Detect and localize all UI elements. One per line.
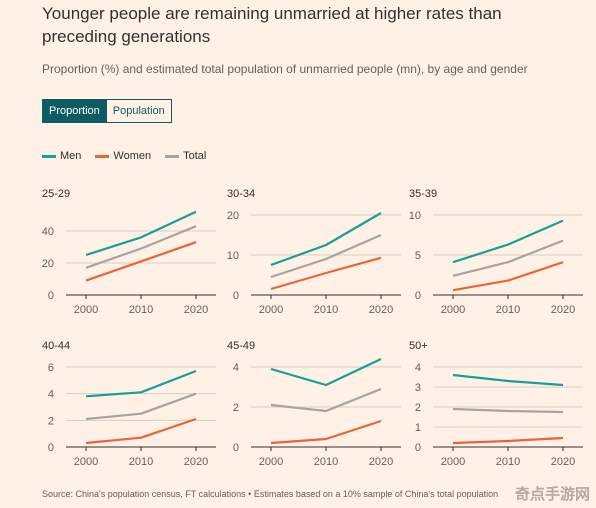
- series-line-total-40-44: [85, 392, 197, 421]
- x-tick-label: 2000: [74, 456, 98, 468]
- legend-item-men: Men: [42, 150, 81, 162]
- chart-title: Younger people are remaining unmarried a…: [42, 4, 502, 46]
- y-tick-label: 4: [48, 389, 54, 401]
- legend-item-women: Women: [95, 150, 151, 162]
- series-line-total-50: [452, 407, 564, 414]
- x-tick-label: 2000: [74, 304, 98, 316]
- panel-title-45-49: 45-49: [227, 340, 255, 352]
- y-tick-label: 0: [233, 290, 239, 302]
- y-tick-label: 2: [415, 402, 421, 414]
- y-tick-label: 0: [48, 290, 54, 302]
- x-tick-label: 2000: [259, 456, 283, 468]
- x-tick-label: 2020: [184, 304, 208, 316]
- legend-swatch-women: [95, 154, 110, 158]
- y-tick-label: 20: [42, 258, 54, 270]
- legend-swatch-total: [165, 154, 180, 158]
- y-tick-label: 40: [42, 226, 54, 238]
- panel-title-40-44: 40-44: [42, 340, 70, 352]
- y-tick-label: 0: [233, 442, 239, 454]
- y-tick-label: 4: [415, 362, 421, 374]
- y-tick-label: 1: [415, 422, 421, 434]
- x-tick-label: 2010: [129, 456, 153, 468]
- x-tick-label: 2010: [314, 456, 338, 468]
- y-tick-label: 5: [415, 250, 421, 262]
- population-button[interactable]: Population: [106, 99, 172, 123]
- series-line-women-35-39: [452, 261, 564, 292]
- y-tick-label: 0: [415, 290, 421, 302]
- series-line-men-45-49: [270, 358, 382, 387]
- x-tick-label: 2020: [551, 304, 575, 316]
- x-tick-label: 2000: [259, 304, 283, 316]
- series-line-total-25-29: [85, 225, 197, 269]
- series-line-men-30-34: [270, 212, 382, 267]
- legend-label-total: Total: [183, 150, 207, 162]
- source-footer: Source: China's population census, FT ca…: [42, 489, 499, 499]
- panel-title-35-39: 35-39: [409, 188, 437, 200]
- watermark-logo: 奇点手游网: [514, 486, 590, 503]
- series-line-women-50: [452, 436, 564, 445]
- y-tick-label: 2: [233, 402, 239, 414]
- series-line-women-25-29: [85, 241, 197, 282]
- legend-label-women: Women: [113, 150, 152, 162]
- series-line-men-40-44: [85, 369, 197, 398]
- legend-label-men: Men: [60, 150, 82, 162]
- x-tick-label: 2020: [369, 304, 393, 316]
- view-toggle: Proportion Population: [42, 99, 172, 123]
- series-line-men-35-39: [452, 219, 564, 264]
- x-tick-label: 2010: [496, 304, 520, 316]
- x-tick-label: 2010: [496, 456, 520, 468]
- y-tick-label: 2: [48, 415, 54, 427]
- x-tick-label: 2020: [369, 456, 393, 468]
- y-tick-label: 20: [227, 210, 239, 222]
- panel-title-25-29: 25-29: [42, 188, 70, 200]
- y-tick-label: 3: [415, 382, 421, 394]
- y-tick-label: 4: [233, 362, 239, 374]
- y-tick-label: 0: [48, 442, 54, 454]
- x-tick-label: 2010: [314, 304, 338, 316]
- series-line-women-30-34: [270, 256, 382, 291]
- series-line-total-45-49: [270, 387, 382, 413]
- x-tick-label: 2010: [129, 304, 153, 316]
- legend-swatch-men: [42, 154, 56, 158]
- series-line-total-35-39: [452, 239, 564, 277]
- x-tick-label: 2020: [184, 456, 208, 468]
- series-line-women-45-49: [270, 419, 382, 445]
- x-tick-label: 2020: [551, 456, 575, 468]
- y-tick-label: 10: [227, 250, 239, 262]
- series-line-men-25-29: [85, 210, 197, 257]
- x-tick-label: 2000: [441, 456, 465, 468]
- y-tick-label: 0: [415, 442, 421, 454]
- y-tick-label: 10: [409, 210, 421, 222]
- x-tick-label: 2000: [441, 304, 465, 316]
- proportion-button[interactable]: Proportion: [42, 99, 107, 123]
- panel-title-50: 50+: [409, 340, 428, 352]
- legend: Men Women Total: [42, 150, 206, 162]
- panel-title-30-34: 30-34: [227, 188, 255, 200]
- chart-subtitle: Proportion (%) and estimated total popul…: [42, 62, 528, 76]
- series-line-men-50: [452, 373, 564, 387]
- series-line-women-40-44: [85, 417, 197, 445]
- series-line-total-30-34: [270, 233, 382, 279]
- legend-item-total: Total: [165, 150, 206, 162]
- y-tick-label: 6: [48, 362, 54, 374]
